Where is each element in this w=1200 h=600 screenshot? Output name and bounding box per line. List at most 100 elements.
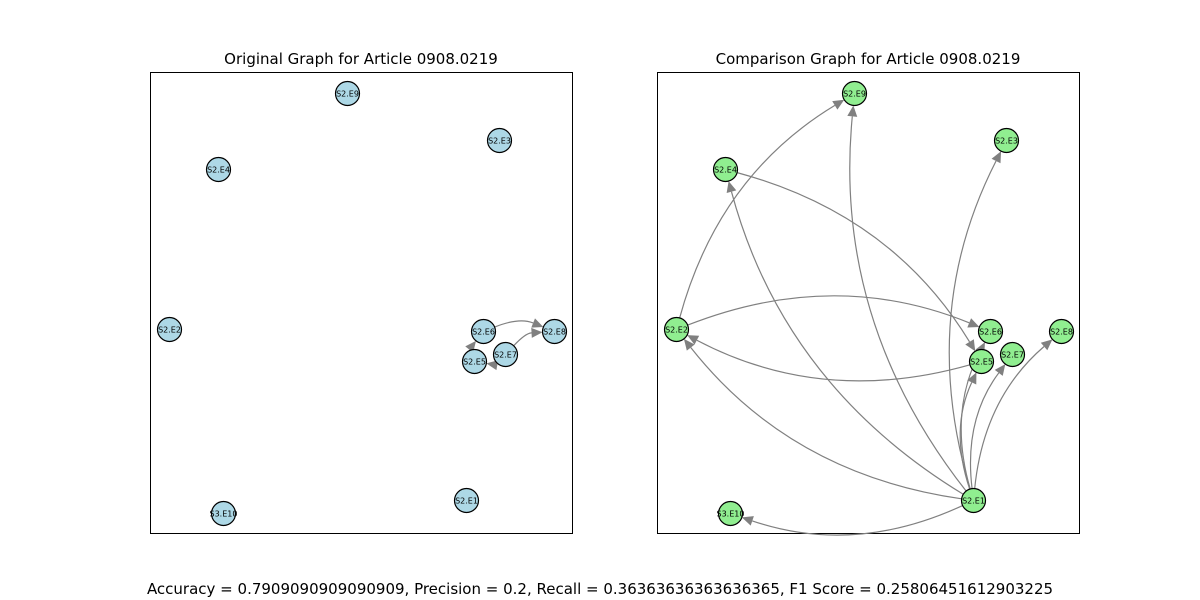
original-graph-nodes: S2.E9 S2.E3 S2.E4 S2.E2 S2.E6 S2.E8 S2.E5 S2.E7… [156, 80, 568, 527]
node-s2-e9-label: S2.E9 [336, 90, 359, 99]
edge-s2-e2-to-s2-e6-line [687, 295, 970, 326]
node-s2-e6-circle [470, 318, 497, 345]
node-s2-e5: S2.E5 [968, 348, 995, 375]
edge-s2-e1-to-s2-e7 [969, 364, 1006, 489]
edge-s2-e7-to-s2-e8-arrowhead [531, 327, 543, 338]
original-graph-frame [150, 72, 573, 534]
node-s2-e4-circle [712, 156, 739, 183]
edge-s2-e1-to-s2-e8-arrowhead [1040, 339, 1053, 351]
node-s2-e3-label: S2.E3 [995, 137, 1018, 146]
node-s2-e1: S2.E1 [453, 487, 480, 514]
edge-s2-e7-to-s2-e8 [513, 327, 543, 347]
node-s2-e1-circle [960, 487, 987, 514]
edge-s2-e4-to-s2-e5 [736, 172, 976, 352]
edge-s2-e1-to-s2-e3 [948, 151, 1002, 490]
edge-s2-e1-to-s2-e9-line [849, 116, 967, 492]
metrics-summary: Accuracy = 0.7909090909090909, Precision… [147, 580, 1053, 598]
edge-s2-e1-to-s2-e3-arrowhead [991, 151, 1002, 164]
node-s2-e9-circle [334, 80, 361, 107]
node-s3-e10-circle [717, 500, 744, 527]
node-s2-e7-label: S2.E7 [1001, 351, 1024, 360]
node-s2-e9-circle [841, 80, 868, 107]
node-s2-e5-circle [461, 348, 488, 375]
comparison-graph-title: Comparison Graph for Article 0908.0219 [716, 50, 1021, 68]
edge-s2-e2-to-s2-e9-arrowhead [832, 99, 845, 110]
node-s2-e6: S2.E6 [470, 318, 497, 345]
node-s2-e8-circle [1048, 318, 1075, 345]
node-s2-e9-label: S2.E9 [843, 90, 866, 99]
node-s2-e7: S2.E7 [999, 341, 1026, 368]
edge-s2-e1-to-s3-e10 [741, 505, 963, 536]
comparison-graph-nodes: S2.E9 S2.E3 S2.E4 S2.E2 S2.E6 S2.E8 S2.E5 S2.E7… [663, 80, 1075, 527]
node-s2-e9: S2.E9 [841, 80, 868, 107]
comparison-graph-edges [679, 99, 1053, 536]
edge-s2-e1-to-s2-e2 [683, 338, 962, 500]
edge-s2-e6-to-s2-e8-line [494, 320, 534, 328]
edge-s2-e1-to-s2-e4-line [730, 191, 964, 495]
node-s2-e3-label: S2.E3 [488, 137, 511, 146]
original-graph-title: Original Graph for Article 0908.0219 [224, 50, 498, 68]
edge-s2-e1-to-s2-e7-arrowhead [994, 364, 1006, 376]
node-s2-e2-circle [663, 316, 690, 343]
edge-s2-e2-to-s2-e6-arrowhead [967, 318, 980, 328]
node-s2-e8-label: S2.E8 [543, 328, 566, 337]
node-s2-e2-circle [156, 316, 183, 343]
node-s2-e1-label: S2.E1 [455, 497, 478, 506]
node-s2-e3-circle [486, 127, 513, 154]
comparison-graph-panel: Comparison Graph for Article 0908.0219 S… [657, 50, 1080, 536]
edge-s2-e1-to-s2-e2-arrowhead [683, 338, 695, 351]
edge-s2-e1-to-s2-e5-arrowhead [967, 372, 977, 385]
edge-s2-e6-to-s2-e8 [494, 318, 544, 328]
node-s3-e10: S3.E10 [717, 500, 744, 527]
node-s2-e4: S2.E4 [205, 156, 232, 183]
node-s2-e6-circle [977, 318, 1004, 345]
edge-s2-e1-to-s2-e2-line [690, 347, 962, 500]
node-s2-e5-label: S2.E5 [463, 358, 486, 367]
node-s2-e7: S2.E7 [492, 341, 519, 368]
node-s2-e3-circle [993, 127, 1020, 154]
edge-s2-e1-to-s2-e5-line [959, 382, 973, 490]
node-s2-e2: S2.E2 [156, 316, 183, 343]
node-s2-e1: S2.E1 [960, 487, 987, 514]
edge-s2-e1-to-s2-e9-arrowhead [847, 105, 858, 117]
edge-s2-e2-to-s2-e9 [679, 99, 845, 319]
node-s2-e5-label: S2.E5 [970, 358, 993, 367]
edge-s2-e2-to-s2-e6 [687, 295, 980, 328]
node-s2-e4-label: S2.E4 [207, 166, 230, 175]
node-s2-e2-label: S2.E2 [665, 326, 688, 335]
edge-s2-e7-to-s2-e8-line [513, 332, 532, 347]
node-s2-e6: S2.E6 [977, 318, 1004, 345]
node-s2-e4-label: S2.E4 [714, 166, 737, 175]
edge-s2-e5-to-s2-e2-line [696, 339, 971, 382]
edge-s2-e1-to-s3-e10-arrowhead [741, 516, 754, 526]
edge-s2-e7-to-s2-e5 [486, 360, 499, 371]
node-s2-e1-circle [453, 487, 480, 514]
node-s2-e8-label: S2.E8 [1050, 328, 1073, 337]
node-s2-e9: S2.E9 [334, 80, 361, 107]
edge-s2-e1-to-s2-e8-line [974, 346, 1045, 489]
node-s2-e2-label: S2.E2 [158, 326, 181, 335]
edge-s2-e7-to-s2-e5-arrowhead [486, 360, 499, 371]
edge-s2-e1-to-s2-e3-line [948, 160, 997, 490]
edge-s2-e6-to-s2-e8-arrowhead [531, 318, 544, 328]
node-s2-e8: S2.E8 [1048, 318, 1075, 345]
node-s3-e10-label: S3.E10 [210, 510, 238, 519]
node-s2-e8-circle [541, 318, 568, 345]
node-s2-e7-label: S2.E7 [494, 351, 517, 360]
edge-s2-e1-to-s2-e7-line [969, 372, 1000, 489]
node-s2-e5-circle [968, 348, 995, 375]
node-s2-e3: S2.E3 [486, 127, 513, 154]
node-s2-e4-circle [205, 156, 232, 183]
node-s3-e10: S3.E10 [210, 500, 238, 527]
node-s2-e8: S2.E8 [541, 318, 568, 345]
node-s2-e7-circle [492, 341, 519, 368]
edge-s2-e2-to-s2-e9-line [679, 104, 836, 319]
original-graph-panel: Original Graph for Article 0908.0219 S2.… [150, 50, 573, 534]
node-s2-e5: S2.E5 [461, 348, 488, 375]
edge-s2-e1-to-s3-e10-line [752, 505, 963, 536]
edge-s2-e1-to-s2-e8 [974, 339, 1053, 489]
node-s3-e10-circle [210, 500, 237, 527]
node-s2-e6-label: S2.E6 [472, 328, 495, 337]
edge-s2-e1-to-s2-e4-arrowhead [726, 181, 737, 194]
